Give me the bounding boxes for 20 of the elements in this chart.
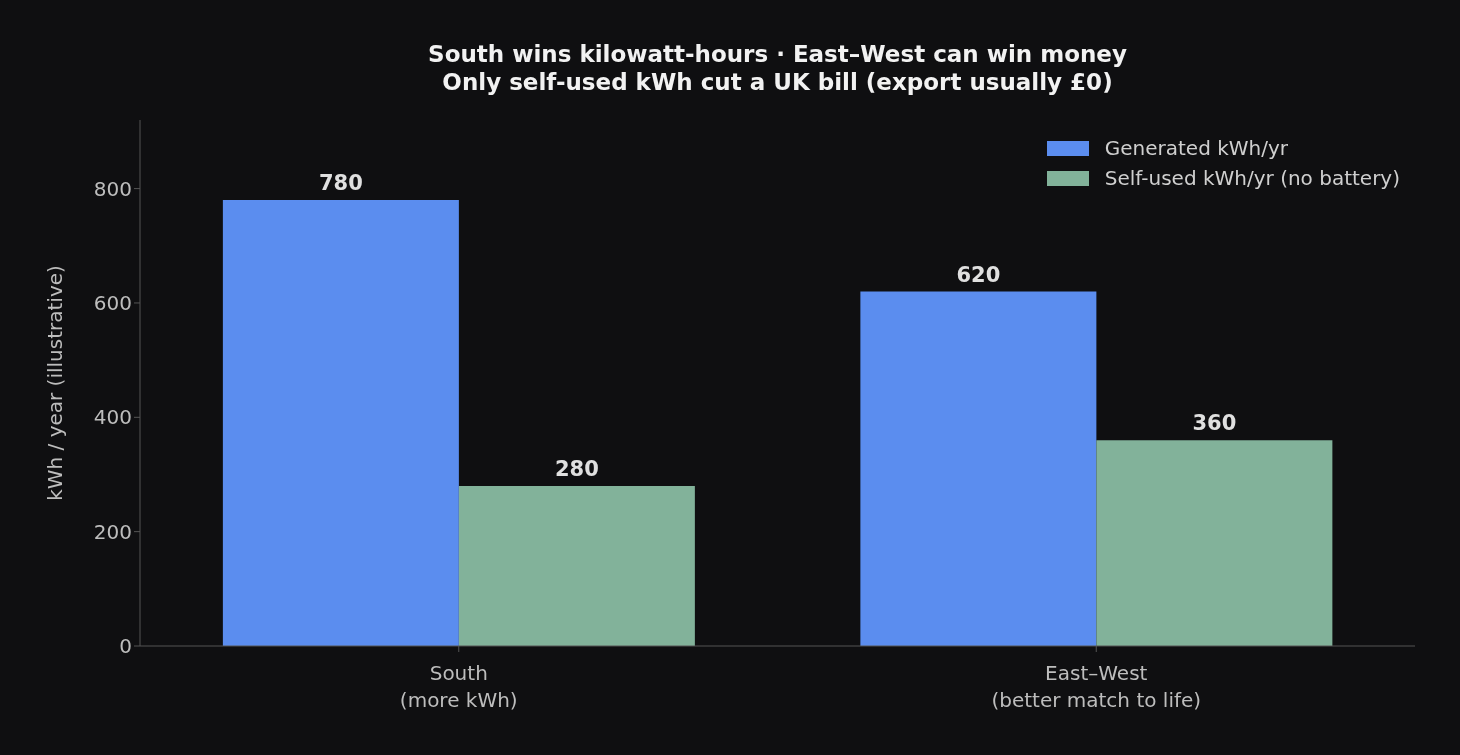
chart-title: South wins kilowatt-hours · East–West can win money	[427, 40, 1128, 68]
data-label: 360	[1192, 411, 1237, 436]
data-label: 780	[318, 171, 363, 196]
y-tick-label: 0	[119, 634, 132, 659]
legend-label: Generated kWh/yr	[1104, 136, 1289, 160]
bar	[222, 200, 459, 646]
bar	[458, 485, 695, 646]
bar	[860, 291, 1097, 646]
y-tick-label: 800	[93, 176, 132, 201]
x-tick-label: South (more kWh)	[399, 661, 518, 712]
x-tick-label: East–West (better match to life)	[991, 661, 1202, 712]
bar	[1096, 440, 1333, 646]
chart-subtitle: Only self-used kWh cut a UK bill (export usually £0)	[441, 68, 1114, 96]
y-tick-label: 600	[93, 291, 132, 316]
y-tick-label: 200	[93, 519, 132, 544]
y-axis-title: kWh / year (illustrative)	[43, 265, 68, 501]
data-label: 280	[554, 456, 599, 481]
legend-label: Self-used kWh/yr (no battery)	[1104, 166, 1400, 190]
data-label: 620	[956, 262, 1001, 287]
y-tick-label: 400	[93, 405, 132, 430]
